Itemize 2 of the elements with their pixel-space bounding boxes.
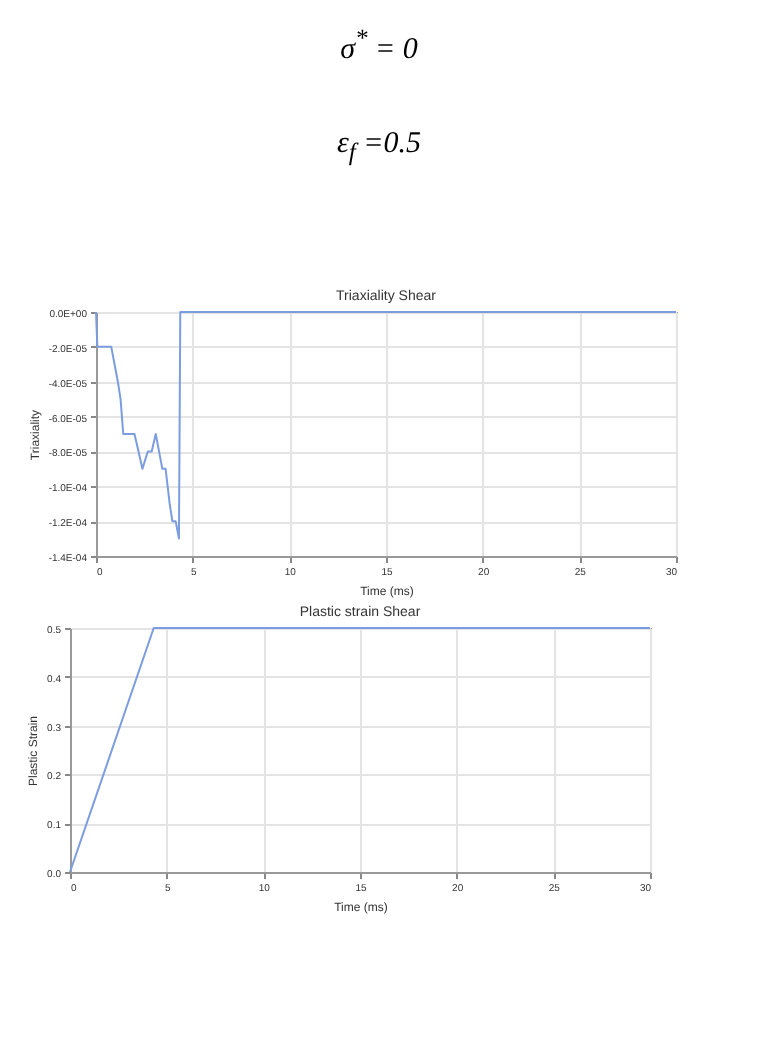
text: ε$_{f}$ =0.5 <box>334 128 424 170</box>
text: σ$^{*}$ = 0 <box>338 24 420 70</box>
